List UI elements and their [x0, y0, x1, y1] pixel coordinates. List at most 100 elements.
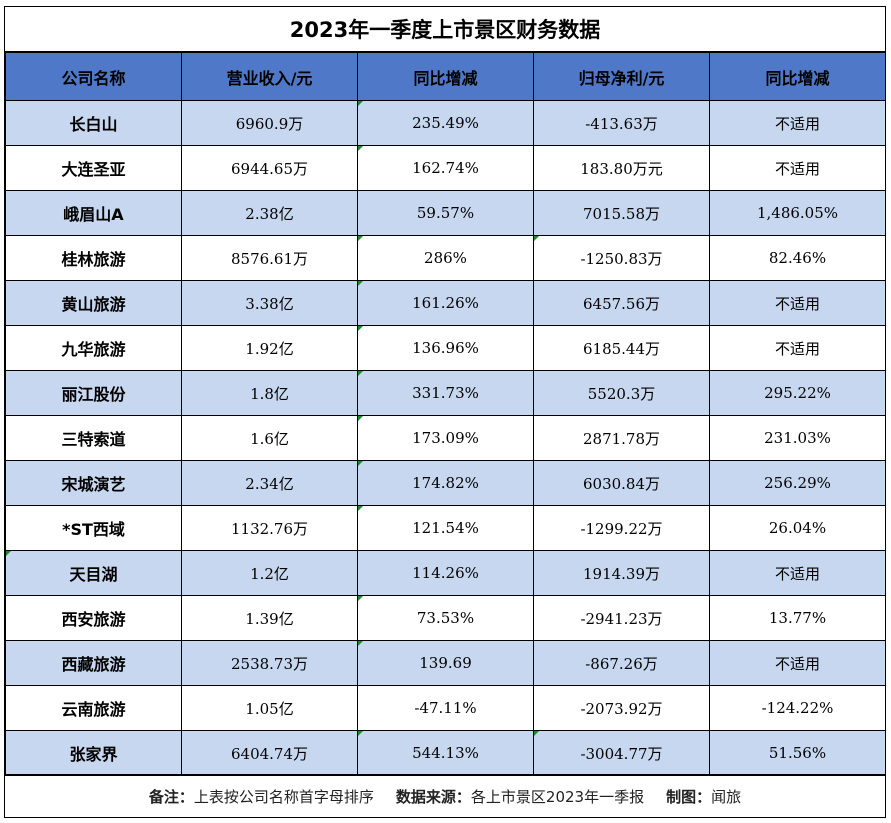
cell-profit-yoy[interactable]: 256.29% — [709, 460, 886, 506]
cell-net-profit[interactable]: -1250.83万 — [533, 235, 710, 281]
cell-company-name[interactable]: 云南旅游 — [5, 685, 182, 731]
cell-revenue[interactable]: 8576.61万 — [181, 235, 358, 281]
cell-net-profit[interactable]: -867.26万 — [533, 640, 710, 686]
cell-profit-yoy[interactable]: 不适用 — [709, 640, 886, 686]
cell-net-profit[interactable]: -413.63万 — [533, 100, 710, 146]
cell-revenue-yoy[interactable]: 235.49% — [357, 100, 534, 146]
cell-revenue[interactable]: 1.92亿 — [181, 325, 358, 371]
header-company-name[interactable]: 公司名称 — [5, 52, 182, 101]
cell-company-name[interactable]: 西安旅游 — [5, 595, 182, 641]
cell-net-profit[interactable]: -2941.23万 — [533, 595, 710, 641]
cell-revenue-yoy[interactable]: 162.74% — [357, 145, 534, 191]
cell-net-profit[interactable]: -1299.22万 — [533, 505, 710, 551]
cell-revenue[interactable]: 2.34亿 — [181, 460, 358, 506]
cell-revenue-yoy[interactable]: 114.26% — [357, 550, 534, 596]
cell-profit-yoy[interactable]: 51.56% — [709, 730, 886, 776]
cell-profit-yoy[interactable]: 不适用 — [709, 325, 886, 371]
source-text: 各上市景区2023年一季报 — [470, 787, 645, 806]
cell-company-name[interactable]: 峨眉山A — [5, 190, 182, 236]
cell-company-name[interactable]: 天目湖 — [5, 550, 182, 596]
cell-company-name[interactable]: 黄山旅游 — [5, 280, 182, 326]
header-revenue-yoy[interactable]: 同比增减 — [357, 52, 534, 101]
cell-company-name[interactable]: 宋城演艺 — [5, 460, 182, 506]
cell-revenue[interactable]: 6960.9万 — [181, 100, 358, 146]
cell-indicator-icon — [358, 101, 363, 106]
cell-profit-yoy[interactable]: 82.46% — [709, 235, 886, 281]
cell-revenue[interactable]: 1.39亿 — [181, 595, 358, 641]
cell-profit-yoy[interactable]: 1,486.05% — [709, 190, 886, 236]
cell-revenue-yoy[interactable]: 139.69 — [357, 640, 534, 686]
cell-net-profit[interactable]: 1914.39万 — [533, 550, 710, 596]
cell-revenue-yoy[interactable]: 161.26% — [357, 280, 534, 326]
cell-revenue[interactable]: 6944.65万 — [181, 145, 358, 191]
cell-company-name[interactable]: 三特索道 — [5, 415, 182, 461]
cell-indicator-icon — [358, 461, 363, 466]
header-net-profit[interactable]: 归母净利/元 — [533, 52, 710, 101]
cell-revenue[interactable]: 1.8亿 — [181, 370, 358, 416]
table-row: 黄山旅游 3.38亿 161.26% 6457.56万 不适用 — [5, 280, 886, 326]
cell-indicator-icon — [358, 236, 363, 241]
cell-net-profit[interactable]: -3004.77万 — [533, 730, 710, 776]
cell-revenue[interactable]: 2.38亿 — [181, 190, 358, 236]
table-row: 张家界 6404.74万 544.13% -3004.77万 51.56% — [5, 730, 886, 776]
table-row: 桂林旅游 8576.61万 286% -1250.83万 82.46% — [5, 235, 886, 281]
cell-indicator-icon — [6, 551, 11, 556]
cell-revenue-yoy[interactable]: 59.57% — [357, 190, 534, 236]
table-row: *ST西域 1132.76万 121.54% -1299.22万 26.04% — [5, 505, 886, 551]
cell-revenue[interactable]: 1.2亿 — [181, 550, 358, 596]
cell-net-profit[interactable]: 6185.44万 — [533, 325, 710, 371]
cell-indicator-icon — [358, 731, 363, 736]
cell-company-name[interactable]: *ST西域 — [5, 505, 182, 551]
cell-profit-yoy[interactable]: 13.77% — [709, 595, 886, 641]
table-row: 大连圣亚 6944.65万 162.74% 183.80万元 不适用 — [5, 145, 886, 191]
cell-profit-yoy[interactable]: 26.04% — [709, 505, 886, 551]
cell-indicator-icon — [358, 416, 363, 421]
table-row: 三特索道 1.6亿 173.09% 2871.78万 231.03% — [5, 415, 886, 461]
cell-indicator-icon — [358, 281, 363, 286]
cell-revenue-yoy[interactable]: 174.82% — [357, 460, 534, 506]
header-revenue[interactable]: 营业收入/元 — [181, 52, 358, 101]
cell-net-profit[interactable]: 6457.56万 — [533, 280, 710, 326]
cell-revenue-yoy[interactable]: 286% — [357, 235, 534, 281]
cell-revenue-yoy[interactable]: 121.54% — [357, 505, 534, 551]
source-label: 数据来源： — [395, 787, 471, 806]
cell-company-name[interactable]: 长白山 — [5, 100, 182, 146]
cell-profit-yoy[interactable]: 不适用 — [709, 550, 886, 596]
cell-company-name[interactable]: 丽江股份 — [5, 370, 182, 416]
table-row: 西安旅游 1.39亿 73.53% -2941.23万 13.77% — [5, 595, 886, 641]
cell-profit-yoy[interactable]: 不适用 — [709, 145, 886, 191]
cell-company-name[interactable]: 九华旅游 — [5, 325, 182, 371]
cell-revenue[interactable]: 3.38亿 — [181, 280, 358, 326]
cell-profit-yoy[interactable]: 不适用 — [709, 280, 886, 326]
cell-net-profit[interactable]: -2073.92万 — [533, 685, 710, 731]
cell-net-profit[interactable]: 6030.84万 — [533, 460, 710, 506]
table-title: 2023年一季度上市景区财务数据 — [5, 7, 885, 52]
table-footer: 备注： 上表按公司名称首字母排序 数据来源： 各上市景区2023年一季报 制图：… — [5, 774, 885, 817]
cell-net-profit[interactable]: 5520.3万 — [533, 370, 710, 416]
cell-revenue-yoy[interactable]: 173.09% — [357, 415, 534, 461]
cell-revenue[interactable]: 6404.74万 — [181, 730, 358, 776]
cell-revenue[interactable]: 1.05亿 — [181, 685, 358, 731]
cell-indicator-icon — [358, 596, 363, 601]
cell-company-name[interactable]: 西藏旅游 — [5, 640, 182, 686]
cell-revenue-yoy[interactable]: 331.73% — [357, 370, 534, 416]
cell-revenue-yoy[interactable]: -47.11% — [357, 685, 534, 731]
cell-profit-yoy[interactable]: 231.03% — [709, 415, 886, 461]
cell-company-name[interactable]: 张家界 — [5, 730, 182, 776]
cell-company-name[interactable]: 桂林旅游 — [5, 235, 182, 281]
cell-net-profit[interactable]: 7015.58万 — [533, 190, 710, 236]
cell-net-profit[interactable]: 2871.78万 — [533, 415, 710, 461]
cell-revenue-yoy[interactable]: 73.53% — [357, 595, 534, 641]
cell-profit-yoy[interactable]: 295.22% — [709, 370, 886, 416]
cell-revenue-yoy[interactable]: 136.96% — [357, 325, 534, 371]
header-profit-yoy[interactable]: 同比增减 — [709, 52, 886, 101]
cell-revenue[interactable]: 1.6亿 — [181, 415, 358, 461]
cell-revenue[interactable]: 1132.76万 — [181, 505, 358, 551]
cell-revenue[interactable]: 2538.73万 — [181, 640, 358, 686]
cell-revenue-yoy[interactable]: 544.13% — [357, 730, 534, 776]
cell-profit-yoy[interactable]: -124.22% — [709, 685, 886, 731]
cell-indicator-icon — [534, 731, 539, 736]
cell-net-profit[interactable]: 183.80万元 — [533, 145, 710, 191]
cell-profit-yoy[interactable]: 不适用 — [709, 100, 886, 146]
cell-company-name[interactable]: 大连圣亚 — [5, 145, 182, 191]
